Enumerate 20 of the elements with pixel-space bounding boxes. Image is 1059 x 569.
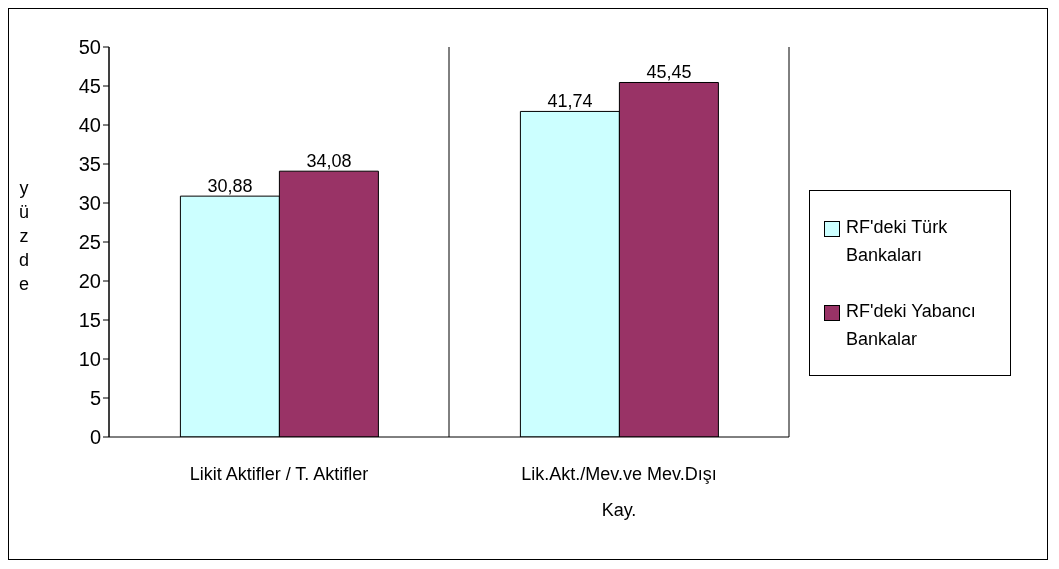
legend-label: RF'deki Türk Bankaları	[846, 216, 949, 267]
x-tick-label: Lik.Akt./Mev.ve Mev.Dışı Kay.	[521, 463, 717, 520]
y-tick-label: 10	[78, 348, 101, 371]
data-label: 41,74	[547, 91, 593, 112]
y-tick-label: 5	[89, 387, 101, 410]
y-tick-label: 40	[78, 114, 101, 137]
y-tick-label: 25	[78, 231, 101, 254]
y-axis-title: yüzde	[18, 178, 30, 294]
legend-label: RF'deki Yabancı Bankalar	[846, 300, 977, 351]
y-tick-label: 50	[78, 36, 101, 59]
y-tick-label: 45	[78, 75, 101, 98]
data-label: 30,88	[207, 176, 253, 197]
x-tick-label: Likit Aktifler / T. Aktifler	[189, 463, 369, 484]
y-tick-label: 35	[78, 153, 101, 176]
y-tick-label: 30	[78, 192, 101, 215]
data-label: 34,08	[306, 151, 352, 172]
y-tick-label: 0	[89, 426, 101, 449]
y-tick-label: 20	[78, 270, 101, 293]
data-label: 45,45	[646, 62, 692, 83]
y-tick-label: 15	[78, 309, 101, 332]
